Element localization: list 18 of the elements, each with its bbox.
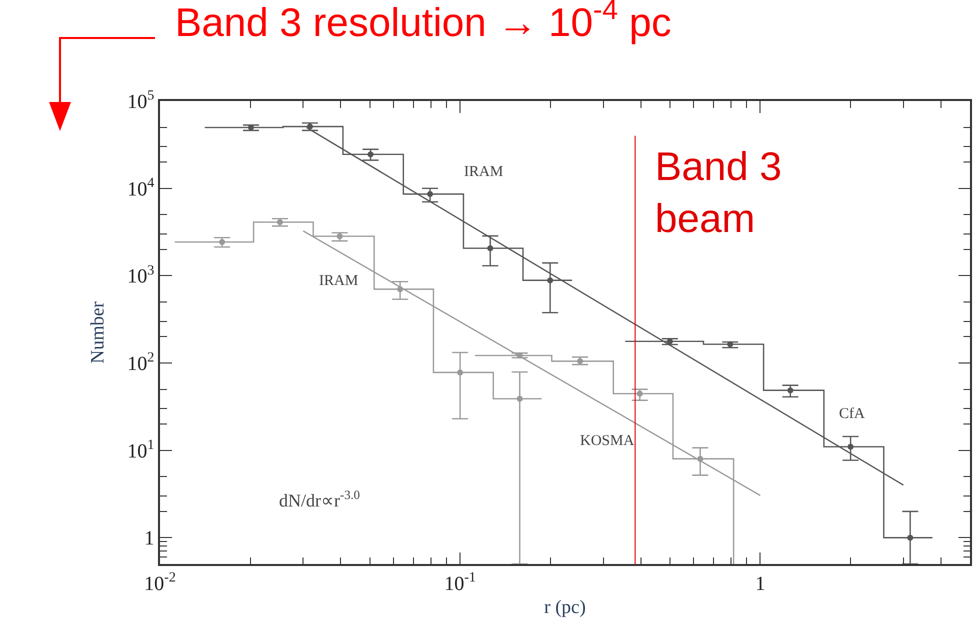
annotation: CfA	[839, 406, 865, 422]
annotation: IRAM	[464, 164, 504, 180]
y-tick-label: 10$^{4}$	[127, 176, 154, 200]
annotation: dN/dr∝r$^{-3.0}$	[279, 488, 360, 511]
y-tick-label: 10$^{5}$	[127, 88, 154, 113]
x-tick-label: 1	[755, 572, 766, 595]
y-axis-title: Number	[88, 300, 109, 364]
annotation: KOSMA	[580, 433, 634, 449]
y-tick-label: 10$^{3}$	[127, 263, 154, 288]
x-axis-title: r (pc)	[544, 597, 586, 618]
y-tick-label: 10$^{2}$	[127, 350, 154, 376]
y-tick-label: 10$^{1}$	[127, 438, 154, 462]
annotation: IRAM	[319, 273, 358, 289]
x-tick-label: 10$^{-2}$	[144, 570, 176, 595]
chart-title: Band 3 resolution → 10$^{-4}$ pc	[175, 0, 672, 45]
y-tick-label: 1	[144, 528, 154, 550]
ref-line-label: Band 3 beam	[655, 145, 782, 241]
x-tick-label: 10$^{-1}$	[444, 570, 476, 595]
